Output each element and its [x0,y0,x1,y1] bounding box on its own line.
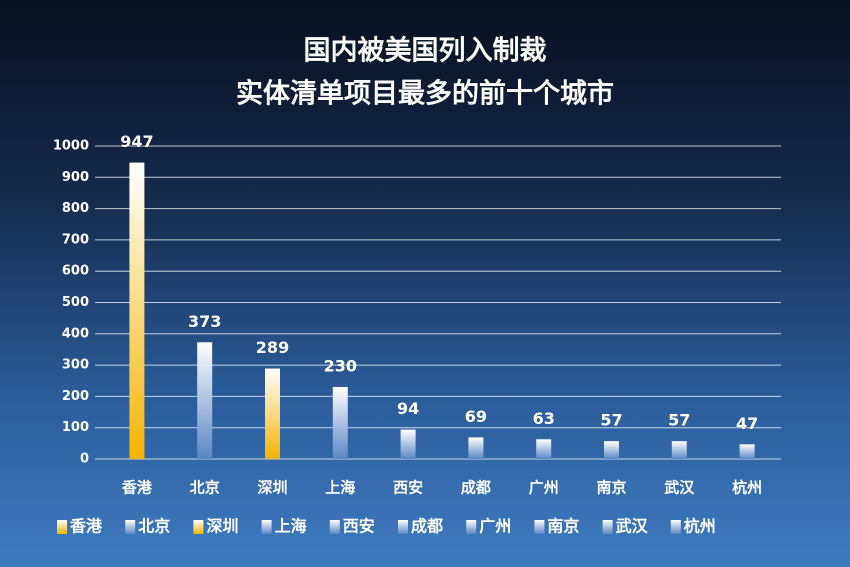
x-tick-label: 广州 [529,479,559,497]
x-tick-label: 北京 [190,479,220,497]
y-tick-label: 200 [62,389,89,404]
y-tick-label: 300 [62,358,89,373]
chart-title: 国内被美国列入制裁 [304,35,547,67]
legend-swatch [57,520,67,534]
bar [197,342,213,459]
legend-swatch [125,520,136,534]
legend-label: 广州 [479,517,511,536]
x-tick-label: 西安 [393,479,423,497]
value-label: 47 [736,414,758,433]
bar [468,437,484,459]
legend-swatch [261,520,272,534]
x-tick-label: 杭州 [732,479,762,497]
value-label: 69 [465,407,487,426]
legend-swatch [398,520,408,534]
y-tick-label: 700 [62,232,89,247]
x-tick-label: 南京 [596,479,626,497]
chart-title: 实体清单项目最多的前十个城市 [236,78,614,110]
legend-label: 西安 [343,517,375,536]
x-tick-label: 香港 [122,479,153,497]
bar [671,441,687,459]
bar [332,387,348,459]
bar [129,162,145,460]
legend-label: 成都 [411,517,443,536]
y-tick-label: 800 [62,201,89,216]
value-label: 289 [256,338,289,357]
legend-swatch [534,520,545,534]
y-tick-label: 400 [62,326,89,341]
x-tick-label: 深圳 [257,479,287,497]
legend-label: 上海 [275,517,307,536]
legend-label: 武汉 [616,517,649,536]
value-label: 63 [533,409,555,428]
value-label: 373 [188,312,221,331]
legend-swatch [329,520,340,534]
legend-swatch [193,520,204,534]
bar [536,439,552,459]
value-label: 230 [324,357,357,376]
legend-label: 深圳 [206,517,238,536]
value-label: 57 [600,411,622,430]
x-tick-label: 武汉 [664,479,695,497]
legend-label: 北京 [138,517,170,536]
bar [265,368,280,459]
bar [739,444,755,459]
legend-label: 杭州 [684,517,716,536]
x-tick-label: 成都 [461,479,491,497]
legend-label: 南京 [547,517,579,536]
y-tick-label: 0 [80,452,89,467]
legend-label: 香港 [69,517,103,536]
y-tick-label: 1000 [53,139,89,154]
y-tick-label: 600 [62,264,89,279]
bar [400,429,416,459]
x-tick-label: 上海 [325,479,355,497]
value-label: 57 [668,411,690,430]
value-label: 947 [120,132,153,151]
legend-swatch [670,520,681,534]
y-tick-label: 100 [62,420,89,435]
y-tick-label: 900 [62,170,89,185]
value-label: 94 [397,399,419,418]
legend-swatch [466,520,477,534]
bar [604,441,619,459]
y-tick-label: 500 [62,295,89,310]
legend-swatch [602,520,613,534]
